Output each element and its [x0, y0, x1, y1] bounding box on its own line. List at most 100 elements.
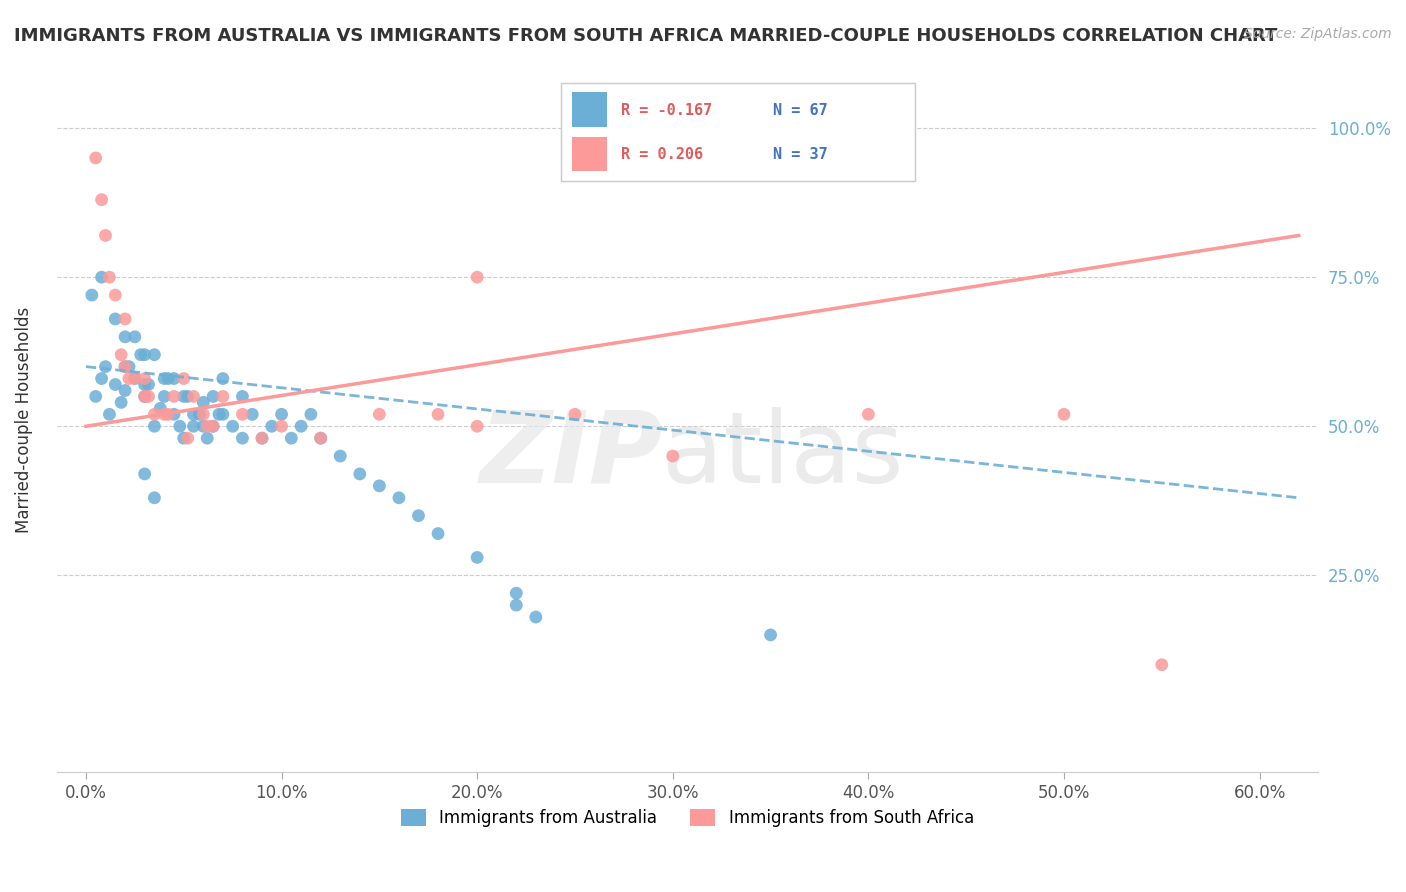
Point — [169, 419, 191, 434]
Point — [84, 151, 107, 165]
Point — [124, 330, 146, 344]
Point — [212, 389, 235, 403]
Point — [94, 359, 117, 374]
Point — [173, 371, 195, 385]
Point — [138, 377, 160, 392]
Point — [309, 431, 332, 445]
Point — [193, 419, 215, 434]
Point — [114, 384, 136, 398]
Legend: Immigrants from Australia, Immigrants from South Africa: Immigrants from Australia, Immigrants fr… — [394, 803, 981, 834]
Point — [143, 419, 166, 434]
Point — [143, 491, 166, 505]
Point — [270, 419, 292, 434]
Point — [153, 371, 176, 385]
Point — [110, 348, 132, 362]
Point — [250, 431, 273, 445]
Point — [176, 389, 198, 403]
Point — [114, 330, 136, 344]
Point — [183, 389, 205, 403]
Point — [134, 371, 156, 385]
Point — [1150, 657, 1173, 672]
Point — [114, 359, 136, 374]
Point — [280, 431, 302, 445]
Point — [188, 407, 211, 421]
Point — [129, 348, 152, 362]
Point — [176, 431, 198, 445]
Point — [114, 312, 136, 326]
Point — [173, 431, 195, 445]
Point — [134, 467, 156, 481]
Point — [143, 407, 166, 421]
Point — [250, 431, 273, 445]
Point — [124, 371, 146, 385]
Point — [505, 598, 527, 612]
Point — [427, 526, 450, 541]
Point — [662, 449, 685, 463]
Point — [90, 270, 112, 285]
Point — [329, 449, 352, 463]
Point — [90, 193, 112, 207]
Point — [104, 312, 127, 326]
Point — [299, 407, 322, 421]
Point — [149, 401, 172, 416]
Point — [564, 407, 586, 421]
Point — [260, 419, 283, 434]
Point — [349, 467, 371, 481]
Point — [465, 419, 488, 434]
Point — [193, 395, 215, 409]
Point — [231, 407, 253, 421]
Point — [80, 288, 103, 302]
Point — [270, 407, 292, 421]
Text: atlas: atlas — [662, 407, 904, 504]
Point — [231, 431, 253, 445]
Point — [98, 270, 121, 285]
Point — [368, 479, 391, 493]
Point — [290, 419, 312, 434]
Point — [202, 419, 225, 434]
Point — [524, 610, 547, 624]
Point — [153, 389, 176, 403]
Point — [427, 407, 450, 421]
Y-axis label: Married-couple Households: Married-couple Households — [15, 307, 32, 533]
Point — [134, 389, 156, 403]
Point — [163, 407, 186, 421]
Point — [134, 389, 156, 403]
Point — [138, 389, 160, 403]
Point — [104, 288, 127, 302]
Point — [90, 371, 112, 385]
Point — [212, 407, 235, 421]
Point — [124, 371, 146, 385]
Point — [173, 389, 195, 403]
Point — [104, 377, 127, 392]
Point — [163, 371, 186, 385]
Point — [1053, 407, 1076, 421]
Point — [195, 431, 218, 445]
Point — [114, 359, 136, 374]
Point — [183, 419, 205, 434]
Point — [759, 628, 782, 642]
Text: Source: ZipAtlas.com: Source: ZipAtlas.com — [1244, 27, 1392, 41]
Point — [212, 371, 235, 385]
Point — [183, 407, 205, 421]
Point — [858, 407, 880, 421]
Point — [221, 419, 243, 434]
Point — [202, 389, 225, 403]
Point — [110, 395, 132, 409]
Point — [408, 508, 430, 523]
Point — [193, 407, 215, 421]
Point — [240, 407, 263, 421]
Point — [157, 407, 180, 421]
Point — [505, 586, 527, 600]
Point — [134, 377, 156, 392]
Point — [465, 270, 488, 285]
Point — [309, 431, 332, 445]
Point — [94, 228, 117, 243]
Point — [143, 348, 166, 362]
Point — [465, 550, 488, 565]
Point — [368, 407, 391, 421]
Point — [195, 419, 218, 434]
Point — [208, 407, 231, 421]
Point — [118, 371, 141, 385]
Point — [388, 491, 411, 505]
Point — [202, 419, 225, 434]
